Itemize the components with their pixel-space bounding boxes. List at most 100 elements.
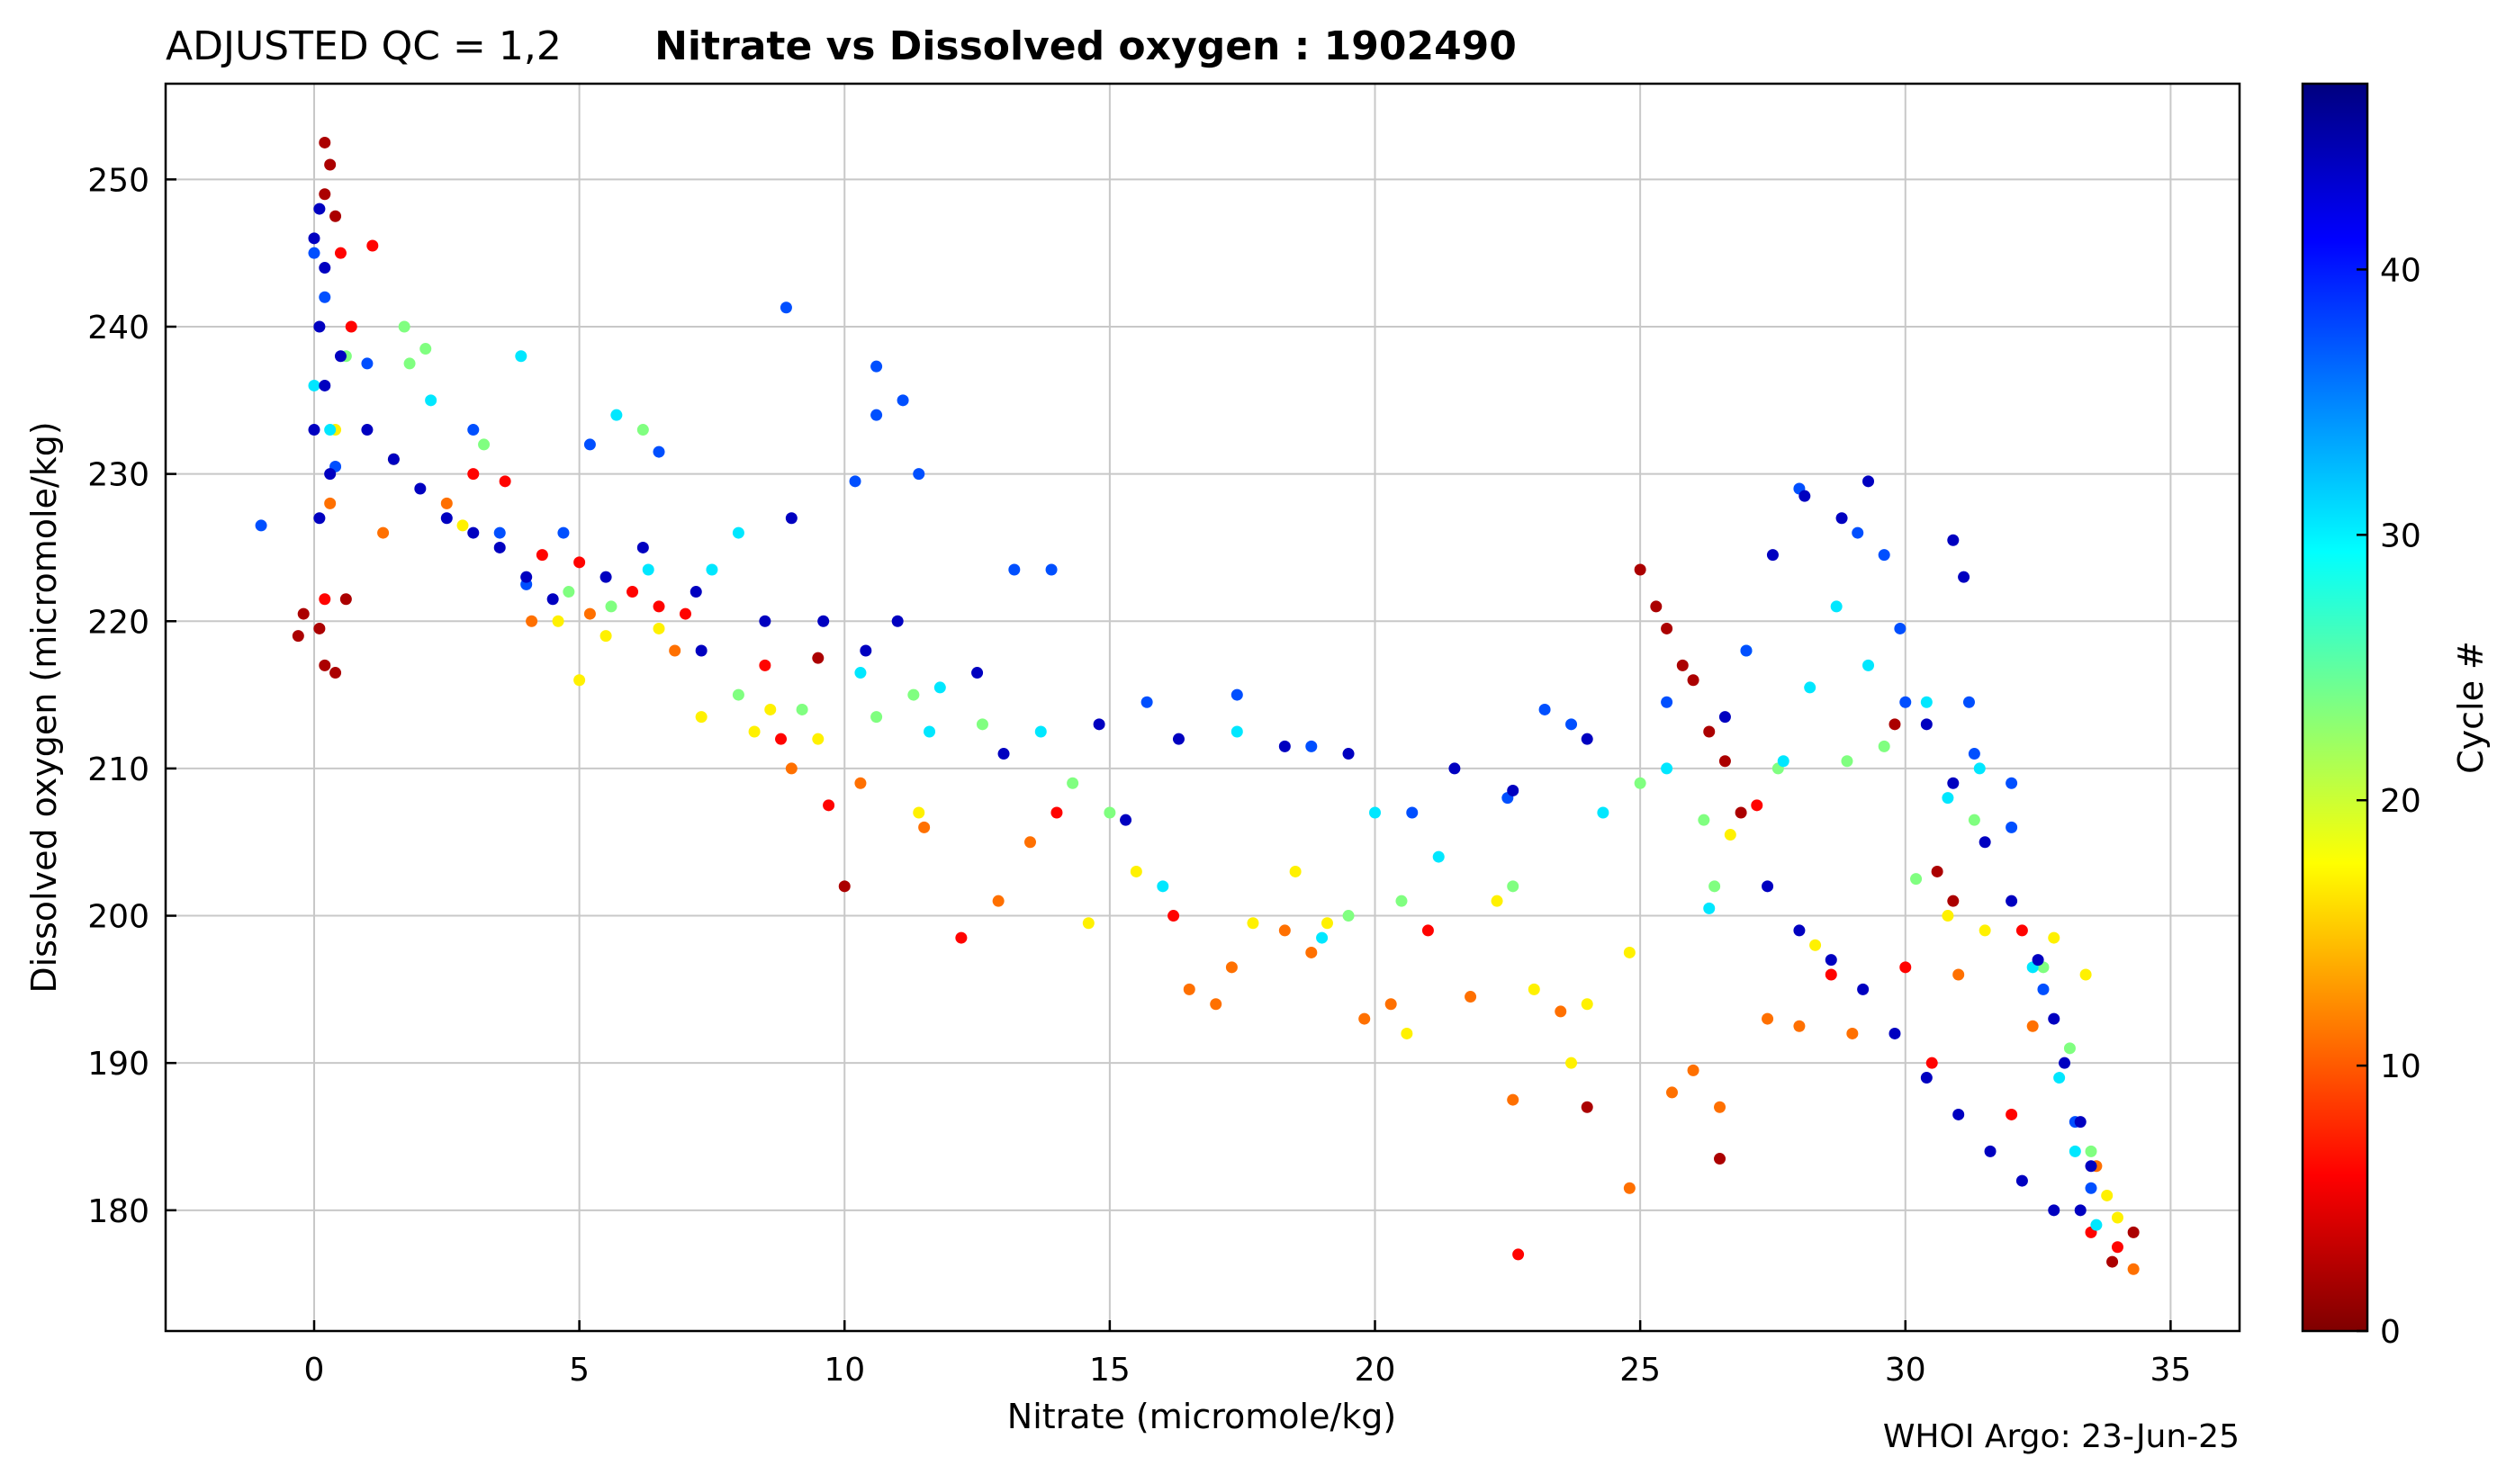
data-point: [493, 526, 506, 539]
data-point: [679, 607, 691, 620]
colorbar-tick-label: 30: [2380, 517, 2421, 554]
data-point: [292, 630, 304, 643]
data-point: [1581, 733, 1593, 745]
data-point: [642, 563, 654, 576]
x-tick-label: 25: [1619, 1352, 1661, 1389]
data-point: [1793, 1020, 1806, 1032]
data-point: [1507, 784, 1519, 796]
data-point: [1140, 696, 1153, 708]
data-point: [812, 733, 825, 745]
data-point: [1841, 755, 1853, 768]
data-point: [870, 409, 883, 421]
colorbar-tick-label: 0: [2380, 1314, 2401, 1351]
data-point: [1538, 703, 1551, 715]
data-point: [308, 424, 320, 436]
data-point: [1889, 718, 1901, 731]
data-point: [838, 880, 851, 893]
data-point: [1920, 718, 1933, 731]
data-point: [1225, 961, 1238, 974]
data-point: [334, 350, 347, 363]
data-point: [775, 733, 788, 745]
data-point: [653, 445, 665, 458]
colorbar: 0 10 20 30 40 Cycle #: [2301, 82, 2491, 1351]
x-axis-title: Nitrate (micromole/kg): [1007, 1397, 1396, 1436]
data-point: [1947, 777, 1960, 789]
data-point: [319, 593, 331, 606]
data-point: [1852, 526, 1864, 539]
colorbar-tick-label: 10: [2380, 1048, 2421, 1085]
data-point: [1857, 983, 1870, 995]
data-point: [1321, 917, 1333, 930]
data-point: [1581, 1101, 1593, 1113]
data-point: [1942, 792, 1954, 805]
data-point: [1634, 777, 1646, 789]
data-point: [1528, 983, 1540, 995]
data-point: [1034, 725, 1047, 738]
data-point: [1762, 880, 1774, 893]
data-point: [467, 468, 480, 481]
colorbar-tick-label: 20: [2380, 783, 2421, 820]
data-point: [2085, 1182, 2097, 1194]
data-point: [1230, 688, 1243, 701]
data-point: [414, 482, 427, 495]
data-point: [1878, 549, 1890, 562]
data-point: [1401, 1027, 1413, 1039]
data-point: [1899, 961, 1912, 974]
data-point: [1979, 836, 1991, 849]
qc-label: ADJUSTED QC = 1,2: [166, 23, 562, 69]
data-point: [849, 475, 861, 488]
data-point: [1278, 924, 1291, 937]
data-point: [1889, 1027, 1901, 1039]
data-point: [626, 586, 639, 598]
data-point: [2074, 1204, 2087, 1217]
data-point: [308, 232, 320, 245]
colorbar-tick-label: 40: [2380, 252, 2421, 289]
data-point: [1942, 910, 1954, 922]
data-point: [1172, 733, 1185, 745]
data-point: [1597, 806, 1609, 819]
data-point: [1740, 644, 1753, 657]
data-point: [308, 379, 320, 391]
data-point: [732, 688, 744, 701]
data-point: [759, 615, 771, 627]
chart-title: Nitrate vs Dissolved oxygen : 1902490: [654, 23, 1517, 69]
data-point: [1432, 850, 1445, 863]
y-tick-label: 230: [87, 457, 149, 494]
data-point: [1448, 762, 1461, 775]
data-point: [2006, 895, 2018, 907]
data-point: [526, 615, 538, 627]
data-point: [297, 607, 310, 620]
data-point: [339, 593, 352, 606]
data-point: [764, 703, 777, 715]
data-point: [2127, 1226, 2140, 1238]
data-point: [366, 239, 379, 252]
data-point: [1825, 968, 1837, 981]
data-point: [897, 394, 909, 407]
y-axis: 180 190 200 210 220 230 240 250: [87, 162, 176, 1230]
data-point: [924, 725, 936, 738]
data-point: [1555, 1005, 1567, 1018]
data-point: [1718, 755, 1731, 768]
data-point: [324, 468, 337, 481]
data-point: [2048, 1204, 2060, 1217]
data-point: [1952, 1108, 1965, 1120]
data-point: [1230, 725, 1243, 738]
data-point: [1910, 873, 1923, 886]
y-tick-label: 180: [87, 1193, 149, 1230]
data-point: [2074, 1116, 2087, 1129]
data-point: [1899, 696, 1912, 708]
data-point: [387, 453, 400, 465]
data-point: [1082, 917, 1095, 930]
data-point: [2015, 924, 2028, 937]
data-point: [319, 136, 331, 148]
data-point: [515, 350, 527, 363]
data-point: [860, 644, 872, 657]
data-point: [467, 526, 480, 539]
data-point: [669, 644, 681, 657]
data-point: [1984, 1145, 1997, 1157]
data-point: [1305, 740, 1318, 752]
data-point: [1979, 924, 1991, 937]
data-point: [1395, 895, 1408, 907]
data-point: [2106, 1255, 2119, 1268]
data-point: [605, 600, 617, 613]
